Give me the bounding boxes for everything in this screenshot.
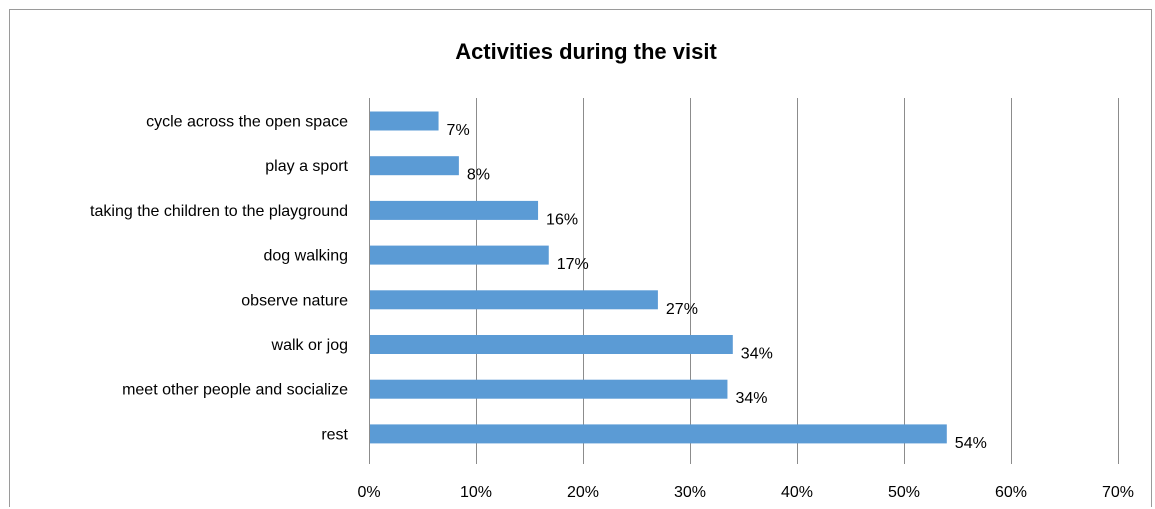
data-label: 34% xyxy=(735,390,767,407)
data-label: 34% xyxy=(741,346,773,363)
category-label: taking the children to the playground xyxy=(90,203,348,220)
x-tick-label: 50% xyxy=(888,484,920,501)
data-label: 7% xyxy=(447,122,470,139)
category-label: play a sport xyxy=(265,158,348,175)
category-label: walk or jog xyxy=(271,337,348,354)
bar xyxy=(370,156,459,176)
bars xyxy=(370,111,947,444)
category-label: cycle across the open space xyxy=(146,114,348,131)
x-tick-label: 40% xyxy=(781,484,813,501)
data-label: 8% xyxy=(467,167,490,184)
bar xyxy=(370,379,728,399)
x-tick-label: 0% xyxy=(357,484,380,501)
x-tick-label: 60% xyxy=(995,484,1027,501)
category-label: observe nature xyxy=(241,292,348,309)
bar xyxy=(370,290,658,310)
data-label: 17% xyxy=(557,256,589,273)
category-label: rest xyxy=(321,426,348,443)
bar xyxy=(370,200,539,220)
bar xyxy=(370,111,439,131)
data-label: 54% xyxy=(955,435,987,452)
x-tick-label: 10% xyxy=(460,484,492,501)
bar xyxy=(370,424,947,444)
x-tick-label: 70% xyxy=(1102,484,1134,501)
labels: 0% 10% 20% 30% 40% 50% 60% 70% cycle across the … xyxy=(90,114,1134,502)
data-label: 27% xyxy=(666,301,698,318)
chart-frame xyxy=(9,9,1152,507)
gridlines xyxy=(476,98,1119,459)
bar xyxy=(370,245,549,265)
axes xyxy=(369,98,1119,464)
data-label: 16% xyxy=(546,211,578,228)
category-label: meet other people and socialize xyxy=(122,382,348,399)
x-tick-label: 30% xyxy=(674,484,706,501)
x-tick-label: 20% xyxy=(567,484,599,501)
chart-title: Activities during the visit xyxy=(455,39,717,64)
bar xyxy=(370,335,733,354)
category-label: dog walking xyxy=(264,248,349,265)
